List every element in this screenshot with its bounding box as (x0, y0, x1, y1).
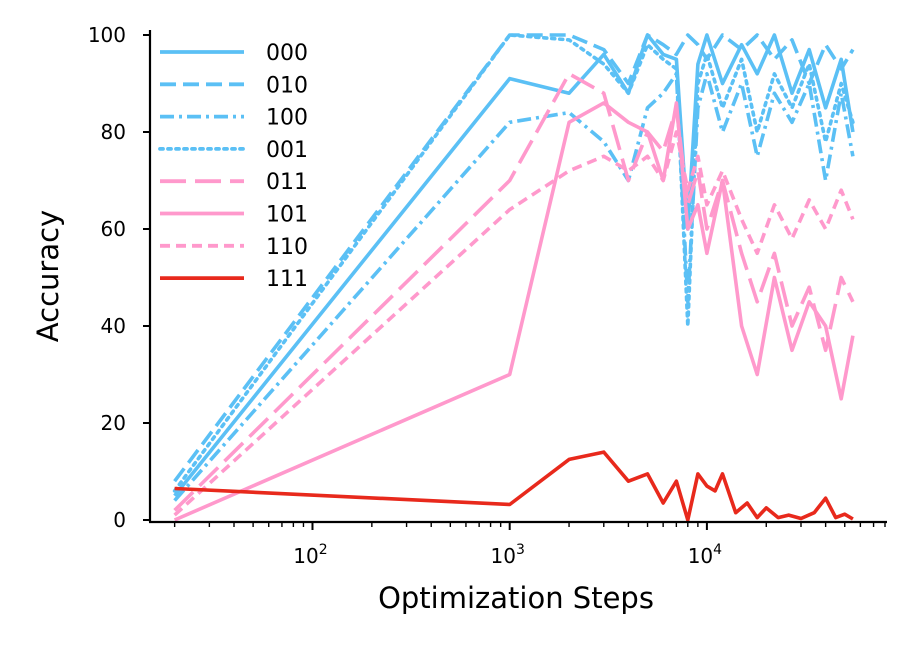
series-line-110 (173, 130, 855, 517)
y-axis-title: Accuracy (31, 210, 65, 342)
x-axis-title: Optimization Steps (378, 581, 654, 615)
series-layer (172, 33, 855, 522)
series-line-100 (173, 72, 855, 502)
x-tick-label: 103 (491, 542, 525, 568)
series-line-111 (174, 450, 854, 522)
legend: 000 010 100 001 011 101 110 111 (158, 41, 308, 292)
legend-label-000: 000 (266, 41, 308, 66)
legend-label-101: 101 (266, 203, 308, 228)
series-line-001 (172, 33, 855, 493)
legend-label-001: 001 (266, 138, 308, 163)
y-tick-label: 80 (101, 120, 126, 144)
y-tick-label: 0 (113, 508, 126, 532)
y-tick-label: 40 (101, 314, 126, 338)
y-tick-label: 100 (88, 23, 126, 47)
legend-label-011: 011 (266, 170, 308, 195)
x-ticks: 102 103 104 (173, 522, 886, 568)
legend-label-110: 110 (266, 235, 308, 260)
series-line-000 (173, 33, 855, 497)
y-tick-label: 20 (101, 411, 126, 435)
series-line-010 (173, 33, 855, 483)
legend-label-010: 010 (266, 73, 308, 98)
y-ticks: 0 20 40 60 80 100 (88, 23, 150, 532)
y-tick-label: 60 (101, 217, 126, 241)
x-tick-label: 104 (688, 542, 722, 568)
legend-label-111: 111 (266, 267, 308, 292)
series-line-101 (173, 101, 855, 522)
legend-label-100: 100 (266, 106, 308, 131)
x-tick-label: 102 (293, 542, 327, 568)
